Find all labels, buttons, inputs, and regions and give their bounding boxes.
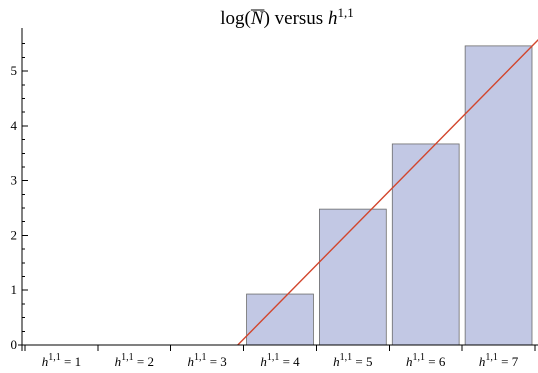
y-tick-label: 4 — [11, 118, 18, 133]
title-variable: h — [328, 8, 338, 29]
x-category-label: h1,1 = 3 — [187, 352, 226, 369]
title-middle: ) versus — [264, 8, 328, 29]
x-category-label: h1,1 = 5 — [333, 352, 372, 369]
fit-line — [237, 38, 538, 346]
y-tick-label: 5 — [11, 63, 18, 78]
y-tick-label: 3 — [11, 173, 18, 188]
y-tick-label: 2 — [11, 227, 18, 242]
bar-h11-7 — [464, 45, 533, 346]
x-category-label: h1,1 = 7 — [479, 352, 519, 369]
title-superscript: 1,1 — [337, 5, 353, 20]
x-category-label: h1,1 = 1 — [42, 352, 81, 369]
x-category-label: h1,1 = 2 — [115, 352, 154, 369]
x-category-label: h1,1 = 6 — [406, 352, 446, 369]
y-tick-label: 0 — [11, 337, 18, 352]
bar-h11-5 — [319, 208, 387, 346]
x-axis-categories: h1,1 = 1 h1,1 = 2 h1,1 = 3 h1,1 = 4 h1,1 = 5… — [24, 345, 536, 369]
y-axis-ticks: 0 1 2 3 4 5 — [11, 43, 28, 352]
fit-line-group — [237, 38, 538, 346]
bar-h11-6 — [391, 143, 460, 346]
x-category-label: h1,1 = 4 — [260, 352, 300, 369]
title-prefix: log( — [220, 8, 251, 29]
bars-group — [246, 45, 533, 346]
axes-group — [18, 28, 538, 351]
title-n-bar-symbol: N — [250, 8, 265, 29]
chart-title: log(N) versus h1,1 — [220, 5, 353, 29]
y-tick-label: 1 — [11, 282, 18, 297]
